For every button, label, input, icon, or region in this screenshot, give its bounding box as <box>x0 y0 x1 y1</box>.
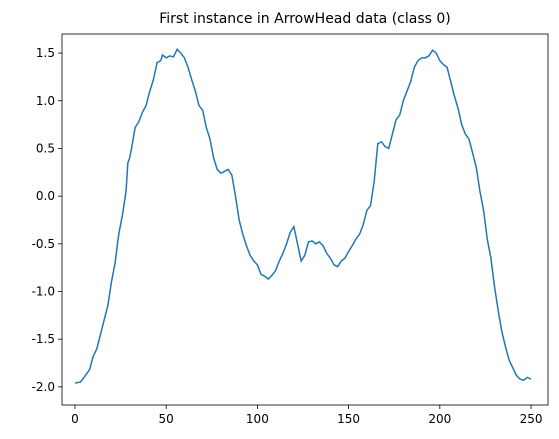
y-tick-label: 0.5 <box>36 141 55 155</box>
y-tick-label: 1.5 <box>36 46 55 60</box>
data-line <box>74 47 532 384</box>
chart-title: First instance in ArrowHead data (class … <box>159 11 451 27</box>
y-tick-label: 1.0 <box>36 94 55 108</box>
x-tick-label: 150 <box>337 412 360 426</box>
x-tick-label: 250 <box>520 412 543 426</box>
x-tick-label: 50 <box>159 412 174 426</box>
x-tick-label: 200 <box>428 412 451 426</box>
y-tick-label: 0.0 <box>36 189 55 203</box>
y-tick-label: -0.5 <box>32 237 55 251</box>
y-tick-label: -2.0 <box>32 380 55 394</box>
y-tick-label: -1.5 <box>32 332 55 346</box>
x-tick-label: 0 <box>71 412 79 426</box>
y-tick-label: -1.0 <box>32 285 55 299</box>
x-tick-label: 100 <box>246 412 269 426</box>
plot-frame <box>61 33 549 406</box>
